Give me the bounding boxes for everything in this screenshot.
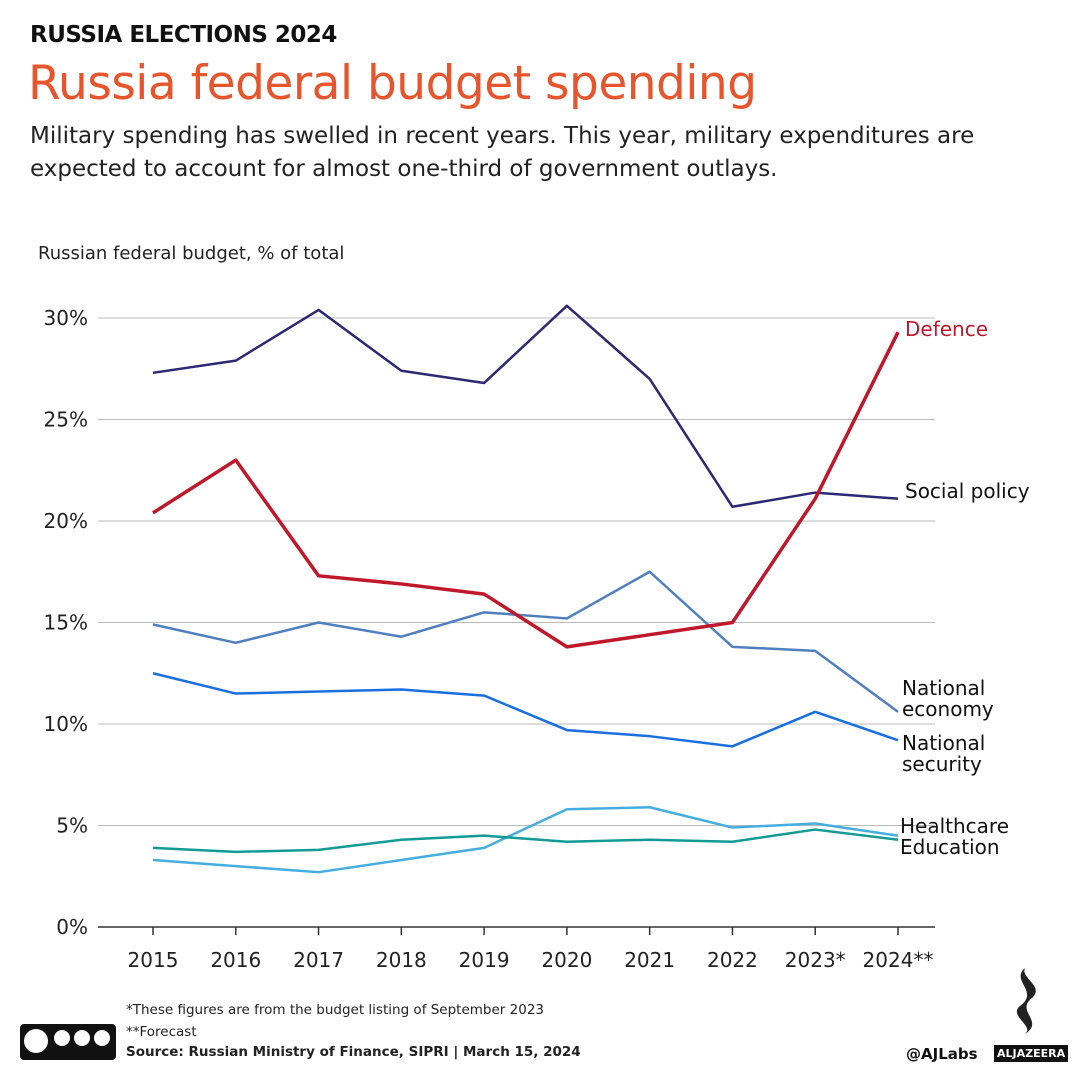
y-tick-label: 20% <box>44 509 88 533</box>
chart-subtitle: Military spending has swelled in recent … <box>30 123 975 182</box>
sa-circle <box>94 1030 110 1046</box>
x-tick-label: 2023* <box>785 948 846 972</box>
series-line <box>152 805 899 874</box>
by-circle <box>54 1030 70 1046</box>
chart-title: Russia federal budget spending <box>28 56 757 111</box>
y-tick-label: 0% <box>56 915 88 939</box>
logo-mark <box>1016 968 1036 1034</box>
x-tick-label: 2015 <box>128 948 179 972</box>
y-tick-label: 25% <box>44 408 88 432</box>
series-label: Healthcare <box>900 814 1010 838</box>
source: Source: Russian Ministry of Finance, SIP… <box>126 1044 581 1060</box>
x-tick-label: 2017 <box>293 948 344 972</box>
chart: 0% 5% 10% 15% 20% 25% 30% 2015 2016 2017 2018 2019 2… <box>44 304 935 972</box>
aljazeera-logo <box>1016 968 1036 1034</box>
series-line <box>152 570 899 713</box>
series-line <box>152 304 899 509</box>
series-line <box>152 331 900 649</box>
cc-circle <box>24 1029 48 1053</box>
x-tick-label: 2019 <box>459 948 510 972</box>
x-tick-label: 2021 <box>624 948 675 972</box>
series-label: Social policy <box>905 479 1030 503</box>
series-line <box>152 828 899 854</box>
footnote: **Forecast <box>126 1024 197 1040</box>
y-tick-label: 15% <box>44 611 88 635</box>
series-label: National economy <box>902 676 994 721</box>
y-tick-label: 10% <box>44 712 88 736</box>
x-tick-label: 2018 <box>376 948 427 972</box>
x-tick-label: 2024** <box>863 948 934 972</box>
series-line <box>152 672 899 748</box>
y-axis-label: Russian federal budget, % of total <box>38 243 345 264</box>
series-label: Defence <box>905 317 989 341</box>
x-tick-label: 2020 <box>541 948 592 972</box>
brand: ALJAZEERA <box>994 1045 1069 1062</box>
footnote: *These figures are from the budget listi… <box>126 1002 544 1018</box>
cc-license-icon <box>20 1024 116 1060</box>
nc-circle <box>74 1030 90 1046</box>
y-tick-label: 30% <box>44 306 88 330</box>
x-tick-label: 2016 <box>210 948 261 972</box>
y-tick-label: 5% <box>56 814 88 838</box>
series-label: Education <box>900 835 1000 859</box>
x-tick-label: 2022 <box>707 948 758 972</box>
kicker: RUSSIA ELECTIONS 2024 <box>30 22 337 48</box>
handle: @AJLabs <box>906 1045 978 1063</box>
series-label: National security <box>902 731 986 776</box>
